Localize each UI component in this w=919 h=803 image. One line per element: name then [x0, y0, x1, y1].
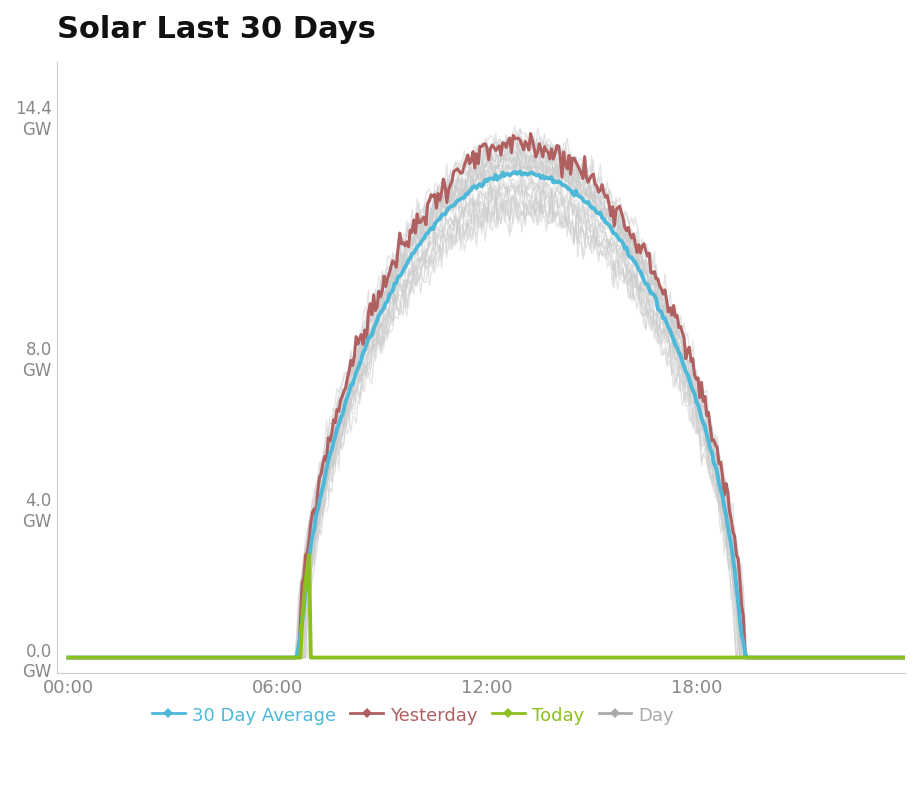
Text: Solar Last 30 Days: Solar Last 30 Days: [57, 15, 375, 44]
Legend: 30 Day Average, Yesterday, Today, Day: 30 Day Average, Yesterday, Today, Day: [145, 699, 680, 731]
